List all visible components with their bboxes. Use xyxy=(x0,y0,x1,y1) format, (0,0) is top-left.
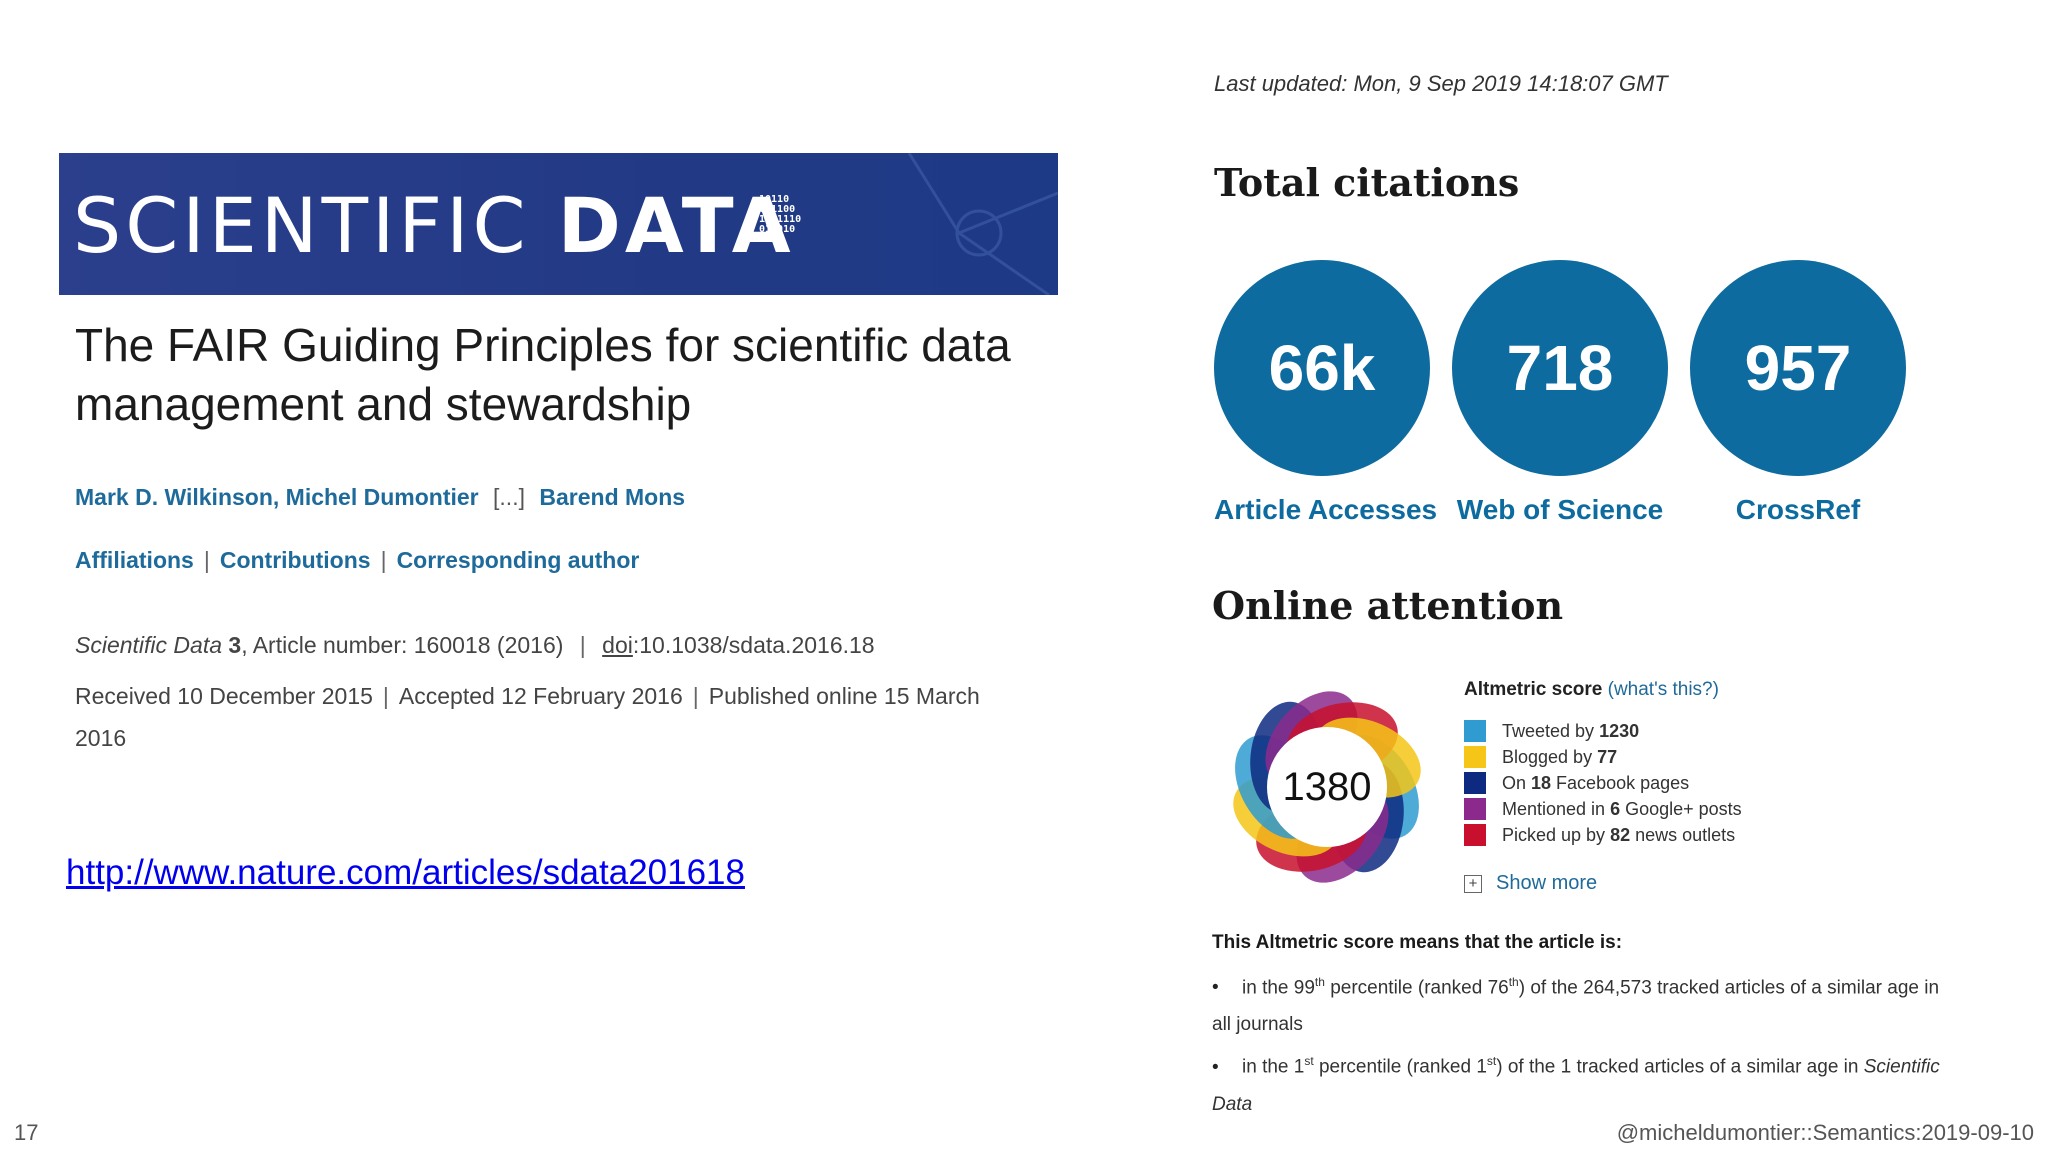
doi-value: :10.1038/sdata.2016.18 xyxy=(632,632,875,658)
doi-link[interactable]: doi xyxy=(602,632,633,658)
legend-swatch xyxy=(1464,746,1486,768)
metric-value: 957 xyxy=(1690,260,1906,476)
total-citations-heading: Total citations xyxy=(1214,160,1520,205)
altmetric-donut-icon[interactable] xyxy=(1212,672,1442,902)
article-url-link[interactable]: http://www.nature.com/articles/sdata2016… xyxy=(66,853,745,892)
corresponding-author-link[interactable]: Corresponding author xyxy=(396,547,640,573)
legend-item: Picked up by 82 news outlets xyxy=(1464,822,1742,848)
legend-item: On 18 Facebook pages xyxy=(1464,770,1742,796)
online-attention-heading: Online attention xyxy=(1212,583,1564,628)
citation-journal: Scientific Data xyxy=(75,632,223,658)
metric-label: Web of Science xyxy=(1456,494,1664,525)
altmetric-score-value: 1380 xyxy=(1282,765,1372,809)
list-item: • in the 1st percentile (ranked 1st) of t… xyxy=(1212,1043,1952,1122)
accepted-date: Accepted 12 February 2016 xyxy=(398,683,683,709)
affiliations-link[interactable]: Affiliations xyxy=(75,547,194,573)
metric-label: CrossRef xyxy=(1735,494,1861,525)
last-updated-text: Last updated: Mon, 9 Sep 2019 14:18:07 G… xyxy=(1214,71,1668,96)
bullet-icon: • xyxy=(1212,977,1219,999)
separator: | xyxy=(380,547,387,573)
legend-swatch xyxy=(1464,720,1486,742)
article-links: Affiliations | Contributions | Corresponding… xyxy=(75,547,639,574)
binary-logo-icon: 10110 011100 1101110 011010 xyxy=(759,194,802,235)
legend-swatch xyxy=(1464,772,1486,794)
received-date: Received 10 December 2015 xyxy=(75,683,373,709)
journal-logo[interactable]: SCIENTIFIC DATA xyxy=(73,181,795,270)
network-graphic xyxy=(907,153,1058,295)
bullet-icon: • xyxy=(1212,1056,1219,1078)
article-title: The FAIR Guiding Principles for scientif… xyxy=(75,319,1011,430)
metric-value: 718 xyxy=(1452,260,1668,476)
author-link[interactable]: Mark D. Wilkinson xyxy=(75,484,273,510)
separator: | xyxy=(203,547,210,573)
percentile-list: • in the 99th percentile (ranked 76th) of… xyxy=(1212,964,1952,1123)
journal-banner: SCIENTIFIC DATA 10110 011100 1101110 011… xyxy=(59,153,1058,295)
whats-this-link[interactable]: (what's this?) xyxy=(1607,679,1719,700)
author-list: Mark D. Wilkinson, Michel Dumontier [...… xyxy=(75,484,686,510)
citation-volume: 3 xyxy=(228,632,242,658)
show-more-label: Show more xyxy=(1496,872,1598,894)
contributions-link[interactable]: Contributions xyxy=(219,547,371,573)
altmetric-score-heading: Altmetric score (what's this?) xyxy=(1464,679,1719,701)
authors-expand-link[interactable]: [...] xyxy=(493,484,525,510)
list-item: • in the 99th percentile (ranked 76th) of… xyxy=(1212,964,1952,1043)
metric-crossref[interactable]: 957 CrossRef xyxy=(1690,260,1906,526)
donut-center xyxy=(1267,727,1387,847)
altmetric-score-label: Altmetric score xyxy=(1464,679,1603,700)
separator: | xyxy=(382,683,389,709)
author-link[interactable]: Barend Mons xyxy=(539,484,686,510)
publication-dates: Received 10 December 2015 | Accepted 12 Fe… xyxy=(75,675,1035,759)
journal-name-bold: DATA xyxy=(557,181,795,270)
journal-name-light: SCIENTIFIC xyxy=(73,181,558,270)
separator: | xyxy=(579,632,586,658)
legend-swatch xyxy=(1464,824,1486,846)
legend-swatch xyxy=(1464,798,1486,820)
score-meaning-heading: This Altmetric score means that the arti… xyxy=(1212,932,1623,953)
citation-article-number: , Article number: 160018 (2016) xyxy=(241,632,564,658)
metric-web-of-science[interactable]: 718 Web of Science xyxy=(1452,260,1668,526)
separator: | xyxy=(692,683,699,709)
legend-item: Blogged by 77 xyxy=(1464,744,1742,770)
legend-item: Tweeted by 1230 xyxy=(1464,718,1742,744)
legend-item: Mentioned in 6 Google+ posts xyxy=(1464,796,1742,822)
published-date: Published online 15 March 2016 xyxy=(75,683,980,751)
metric-label: Article Accesses xyxy=(1214,494,1438,525)
show-more-button[interactable]: + Show more xyxy=(1464,872,1597,895)
altmetric-legend: Tweeted by 1230 Blogged by 77 On 18 Facebo… xyxy=(1464,718,1742,848)
author-link[interactable]: Michel Dumontier xyxy=(285,484,479,510)
expand-plus-icon: + xyxy=(1464,874,1482,893)
slide-number: 17 xyxy=(14,1120,39,1145)
footer-handle: @micheldumontier::Semantics:2019-09-10 xyxy=(1616,1120,2034,1145)
metric-value: 66k xyxy=(1214,260,1430,476)
metric-article-accesses[interactable]: 66k Article Accesses xyxy=(1214,260,1438,526)
citation-line: Scientific Data 3, Article number: 16001… xyxy=(75,632,875,659)
